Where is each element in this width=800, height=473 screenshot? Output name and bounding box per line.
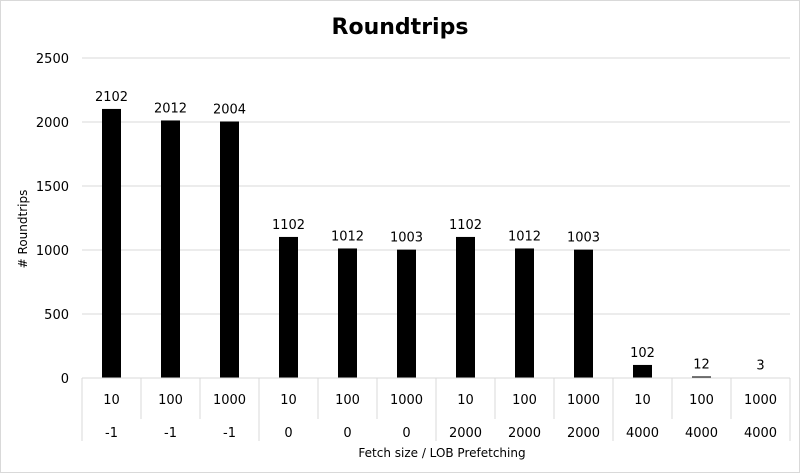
bar	[692, 376, 711, 378]
gridlines	[82, 57, 790, 315]
data-label: 1003	[390, 231, 423, 246]
fetch-size-label: 100	[689, 393, 714, 408]
lob-prefetching-label: 2000	[567, 426, 600, 441]
data-label: 1102	[272, 218, 305, 233]
bar	[338, 248, 357, 378]
y-tick-label: 2000	[36, 116, 69, 131]
bar	[397, 249, 416, 378]
data-label: 1012	[508, 229, 541, 244]
lob-prefetching-label: 2000	[508, 426, 541, 441]
bar	[633, 364, 652, 378]
data-label: 102	[630, 346, 655, 361]
data-label: 1003	[567, 231, 600, 246]
x-axis-title: Fetch size / LOB Prefetching	[358, 446, 525, 460]
y-tick-label: 1000	[36, 244, 69, 259]
data-label: 3	[756, 359, 764, 374]
bar	[279, 236, 298, 378]
data-labels: 2102 2012 2004 1102 1012 1003 1102 1012 1003 102 1…	[95, 90, 765, 374]
y-tick-label: 1500	[36, 180, 69, 195]
bar	[515, 248, 534, 378]
data-label: 12	[693, 357, 710, 372]
fetch-size-label: 10	[634, 393, 651, 408]
category-table: 10-1100-11000-11001000100001020001002000…	[81, 377, 791, 441]
fetch-size-label: 1000	[213, 393, 246, 408]
lob-prefetching-label: 4000	[685, 426, 718, 441]
data-label: 1012	[331, 229, 364, 244]
y-tick-label: 0	[61, 372, 69, 387]
lob-prefetching-label: 0	[343, 426, 351, 441]
fetch-size-label: 1000	[390, 393, 423, 408]
fetch-size-label: 10	[103, 393, 120, 408]
fetch-size-label: 1000	[744, 393, 777, 408]
fetch-size-label: 100	[335, 393, 360, 408]
fetch-size-label: 100	[512, 393, 537, 408]
lob-prefetching-label: 4000	[744, 426, 777, 441]
bar	[456, 236, 475, 378]
fetch-size-label: 10	[457, 393, 474, 408]
y-axis-title: # Roundtrips	[16, 190, 30, 269]
data-label: 2012	[154, 101, 187, 116]
lob-prefetching-label: -1	[223, 426, 236, 441]
bar	[161, 120, 180, 379]
lob-prefetching-label: -1	[164, 426, 177, 441]
data-label: 1102	[449, 218, 482, 233]
lob-prefetching-label: 4000	[626, 426, 659, 441]
chart-title: Roundtrips	[332, 15, 469, 40]
lob-prefetching-label: -1	[105, 426, 118, 441]
y-tick-label: 2500	[36, 52, 69, 67]
lob-prefetching-label: 2000	[449, 426, 482, 441]
lob-prefetching-label: 0	[284, 426, 292, 441]
y-tick-label: 500	[44, 308, 69, 323]
y-axis-ticks: 0 500 1000 1500 2000 2500	[36, 52, 69, 387]
bar	[574, 249, 593, 378]
data-label: 2004	[213, 102, 246, 117]
lob-prefetching-label: 0	[402, 426, 410, 441]
bars	[102, 108, 770, 379]
bar	[102, 108, 121, 378]
fetch-size-label: 10	[280, 393, 297, 408]
fetch-size-label: 100	[158, 393, 183, 408]
fetch-size-label: 1000	[567, 393, 600, 408]
bar	[220, 121, 239, 378]
data-label: 2102	[95, 90, 128, 105]
